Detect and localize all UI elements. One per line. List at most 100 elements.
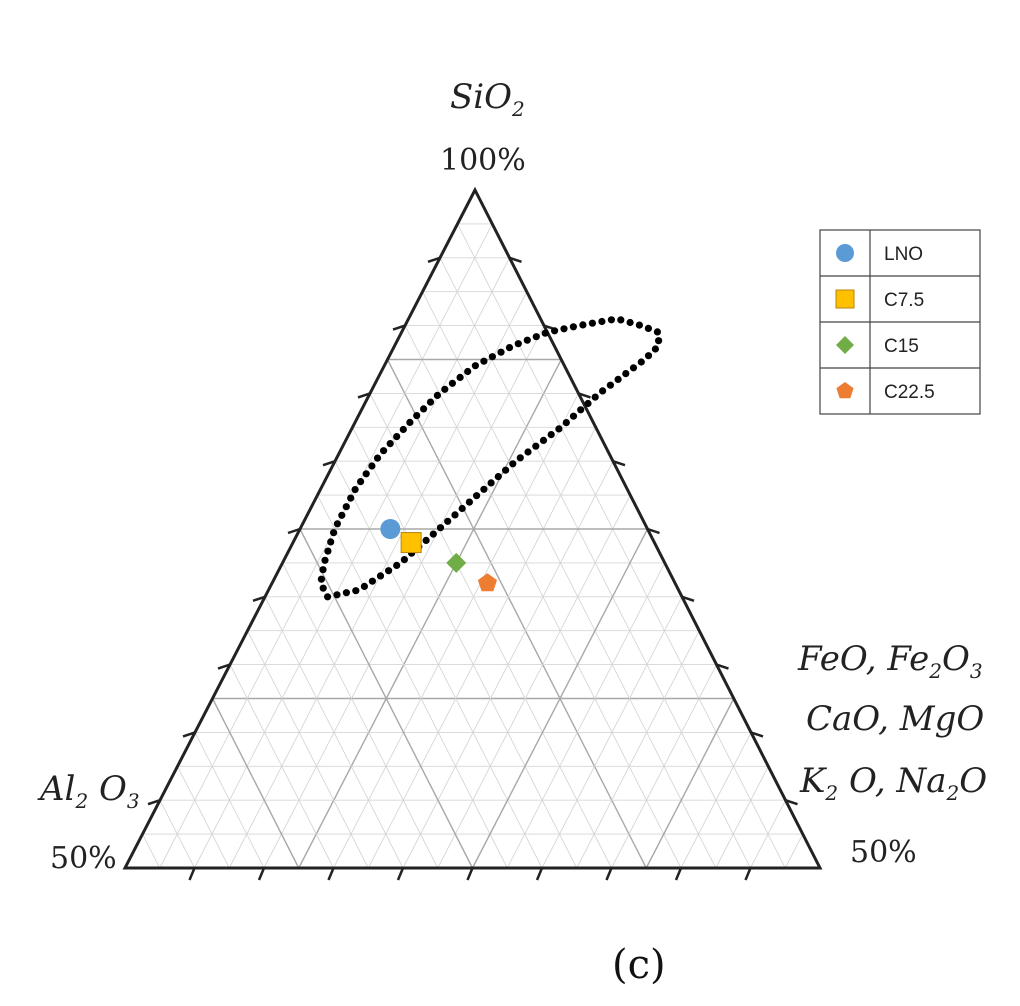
- boundary-point: [622, 370, 630, 378]
- grid-line: [352, 427, 578, 869]
- right-corner-value: 50%: [850, 835, 917, 870]
- label-segment: FeO, Fe: [797, 639, 929, 679]
- label-segment: K: [799, 761, 828, 801]
- boundary-point: [351, 486, 359, 494]
- boundary-point: [380, 447, 388, 455]
- boundary-point: [480, 485, 488, 493]
- legend-label: C7.5: [884, 290, 924, 311]
- boundary-point: [448, 379, 456, 387]
- boundary-point: [376, 572, 385, 580]
- boundary-point: [393, 561, 401, 570]
- boundary-point: [319, 566, 327, 574]
- boundary-point: [338, 511, 346, 519]
- grid-line: [541, 596, 683, 869]
- label-segment: 2: [824, 781, 838, 805]
- axis-tick: [578, 392, 591, 399]
- axis-tick: [392, 324, 406, 331]
- boundary-point: [368, 462, 376, 470]
- boundary-point: [494, 473, 502, 481]
- boundary-point: [637, 358, 645, 366]
- boundary-point: [385, 567, 393, 575]
- axis-tick: [674, 867, 683, 881]
- boundary-point: [406, 418, 414, 426]
- label-segment: 3: [970, 659, 983, 683]
- boundary-point: [373, 454, 382, 462]
- boundary-point: [551, 327, 559, 335]
- axis-tick: [147, 799, 161, 806]
- marker-lno: [380, 519, 401, 539]
- grid-line: [298, 359, 562, 869]
- boundary-point: [569, 323, 578, 331]
- right-axis-label-line: K2 O, Na2O: [799, 761, 987, 805]
- boundary-point: [357, 478, 365, 486]
- grid-line: [247, 630, 369, 869]
- boundary-point: [523, 336, 531, 344]
- legend-label: C22.5: [884, 382, 935, 403]
- boundary-point: [524, 448, 532, 456]
- grid-line: [457, 223, 786, 869]
- grid-line: [211, 698, 300, 869]
- boundary-point: [413, 412, 421, 420]
- grid-line: [282, 562, 439, 869]
- label-segment: O: [959, 761, 987, 801]
- top-axis-label: SiO2: [450, 77, 525, 121]
- axis-tick: [509, 256, 522, 263]
- boundary-point: [426, 398, 435, 406]
- boundary-point: [317, 575, 325, 583]
- left-corner-value: 50%: [50, 841, 117, 876]
- region-boundary: [317, 316, 663, 601]
- grid-line: [645, 698, 735, 869]
- boundary-point: [321, 556, 329, 564]
- boundary-point: [386, 440, 394, 448]
- boundary-point: [473, 492, 481, 500]
- axis-tick: [322, 460, 336, 467]
- boundary-point: [319, 584, 327, 592]
- grid-line: [715, 766, 769, 869]
- grid-line: [229, 664, 334, 869]
- boundary-point: [569, 412, 578, 420]
- boundary-point: [579, 321, 587, 329]
- boundary-point: [488, 353, 496, 361]
- boundary-point: [480, 357, 488, 365]
- boundary-point: [577, 406, 585, 414]
- axis-tick: [396, 867, 405, 881]
- grid-line: [299, 528, 474, 869]
- boundary-point: [399, 425, 407, 434]
- grid-line: [750, 799, 786, 869]
- label-segment: 2: [945, 781, 959, 805]
- boundary-point: [436, 524, 445, 532]
- boundary-point: [626, 318, 634, 327]
- legend-marker-c22-5: [836, 382, 854, 399]
- boundary-point: [614, 375, 622, 383]
- right-axis-label-line: FeO, Fe2O3: [797, 639, 983, 683]
- boundary-point: [429, 530, 437, 538]
- boundary-point: [342, 503, 350, 511]
- boundary-point: [562, 419, 570, 427]
- boundary-point: [635, 321, 644, 329]
- grid-line: [367, 427, 597, 869]
- boundary-point: [451, 511, 459, 519]
- top-corner-value: 100%: [440, 143, 526, 178]
- legend-marker-c7-5: [835, 289, 855, 309]
- boundary-point: [324, 547, 332, 555]
- boundary-point: [509, 460, 517, 468]
- axis-tick: [287, 527, 301, 535]
- grid-line: [680, 732, 752, 869]
- grid-line: [159, 223, 493, 869]
- boundary-point: [333, 591, 341, 599]
- axis-tick: [647, 527, 660, 535]
- axis-tick: [217, 663, 231, 670]
- grid-line: [784, 833, 804, 869]
- grid-line: [194, 732, 265, 869]
- boundary-point: [393, 433, 401, 441]
- axis-tick: [257, 867, 266, 881]
- grid-line: [159, 799, 195, 869]
- boundary-point: [655, 337, 663, 345]
- axis-tick: [357, 392, 371, 399]
- boundary-point: [400, 556, 408, 564]
- boundary-point: [539, 436, 548, 444]
- boundary-point: [330, 529, 338, 537]
- boundary-point: [555, 425, 563, 433]
- axis-tick: [681, 595, 695, 602]
